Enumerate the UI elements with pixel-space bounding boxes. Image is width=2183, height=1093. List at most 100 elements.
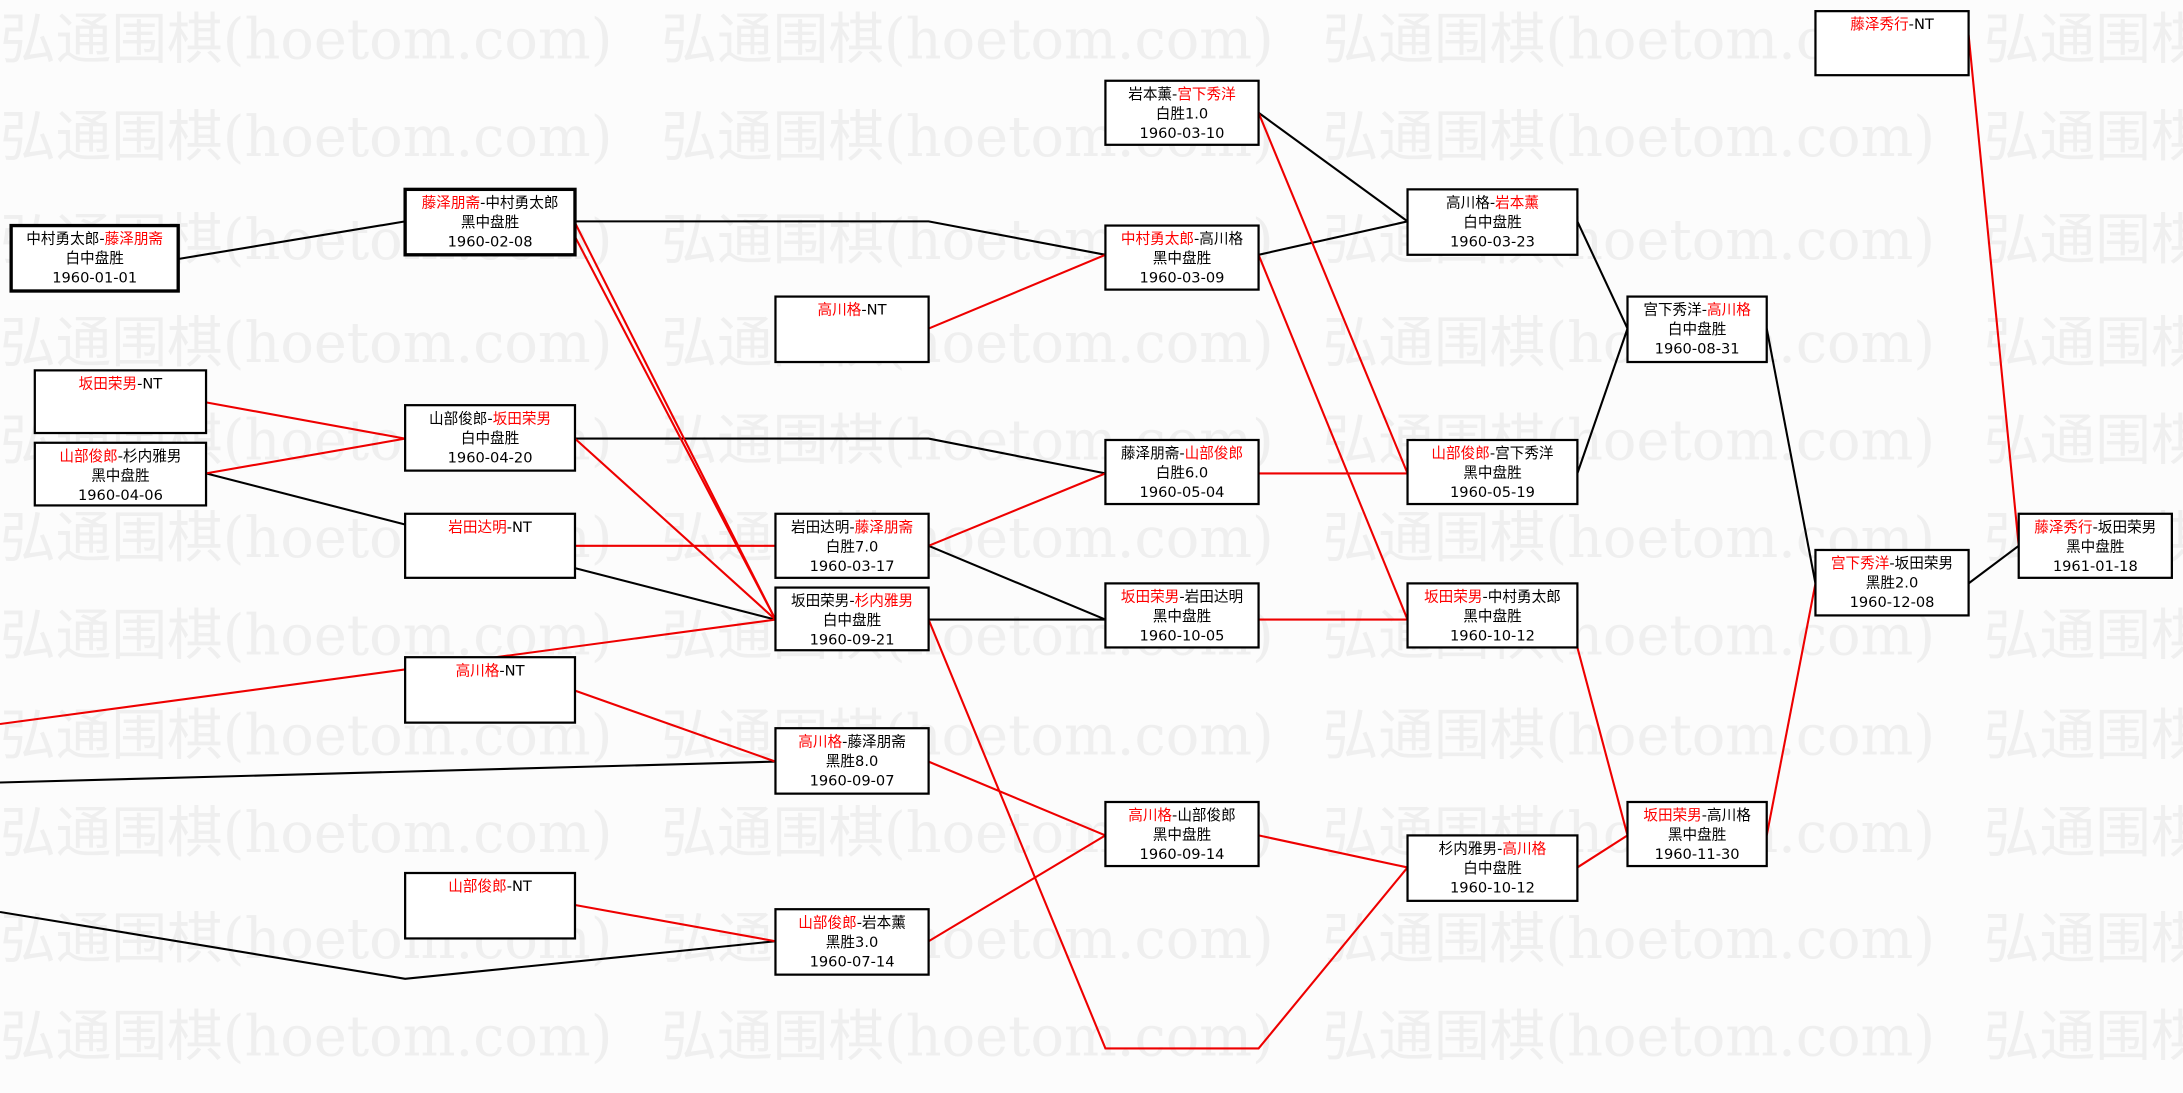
game-box-frame — [1406, 438, 1579, 506]
winner-path-line — [1765, 583, 1817, 836]
connector-line — [1967, 544, 2020, 585]
players-label: 坂田荣男-NT — [79, 375, 163, 392]
separator: - — [1179, 445, 1184, 462]
player-black: 高川格 — [798, 733, 842, 750]
game-box-frame — [774, 512, 930, 579]
player-black: 山部俊郎 — [429, 410, 487, 427]
separator: - — [849, 593, 854, 610]
player-white: 杉内雅男 — [855, 593, 913, 610]
players-label: 山部俊郎-岩本薰 — [798, 914, 906, 931]
game-box-frame — [404, 871, 577, 940]
date-label: 1960-03-23 — [1450, 233, 1535, 250]
player-black: 中村勇太郎 — [26, 231, 99, 248]
date-label: 1960-09-21 — [810, 632, 895, 649]
players-label: 藤泽朋斋-中村勇太郎 — [422, 194, 559, 211]
game-box[interactable]: 岩田达明-NT — [404, 512, 577, 579]
watermark-text: 弘通围棋(hoetom.com) — [661, 7, 1273, 72]
player-white: 高川格 — [1502, 841, 1546, 858]
players-label: 岩田达明-藤泽朋斋 — [791, 519, 914, 536]
connector-line — [178, 220, 406, 261]
players-label: 山部俊郎-NT — [448, 878, 532, 895]
watermark-text: 弘通围棋(hoetom.com) — [1323, 907, 1935, 972]
player-black: 藤泽朋斋 — [422, 194, 481, 211]
game-box-frame — [404, 404, 577, 472]
player-white: 坂田荣男 — [1895, 555, 1953, 572]
watermark-text: 弘通围棋(hoetom.com) — [661, 907, 1273, 972]
separator: - — [1483, 588, 1488, 605]
connector-line — [928, 544, 1106, 621]
game-box[interactable]: 高川格-NT — [404, 656, 577, 724]
result-label: 黑中盘胜 — [91, 466, 150, 484]
winner-path-line — [574, 689, 776, 763]
game-box[interactable]: 高川格-NT — [774, 295, 930, 364]
result-label: 黑胜8.0 — [826, 753, 878, 770]
players-label: 坂田荣男-高川格 — [1643, 807, 1751, 824]
game-box-frame — [1626, 800, 1768, 868]
winner-path-line — [1576, 647, 1629, 836]
result-label: 黑胜3.0 — [826, 934, 878, 951]
date-label: 1960-10-12 — [1450, 880, 1535, 897]
game-box[interactable]: 山部俊郎-NT — [404, 871, 577, 940]
game-box[interactable]: 坂田荣男-NT — [33, 369, 208, 435]
winner-path-line — [928, 472, 1106, 547]
result-label: 白胜6.0 — [1156, 465, 1208, 482]
player-black: 岩田达明 — [791, 519, 849, 536]
watermark-text: 弘通围棋(hoetom.com) — [1984, 704, 2183, 769]
game-box-frame — [403, 187, 577, 257]
connector-line — [1576, 220, 1629, 330]
players-label: 岩本薰-宫下秀洋 — [1128, 86, 1236, 103]
separator: - — [842, 733, 847, 750]
result-label: 黑中盘胜 — [1153, 249, 1212, 267]
separator: - — [1172, 807, 1177, 824]
winner-path-line — [928, 253, 1106, 330]
watermark-text: 弘通围棋(hoetom.com) — [1323, 105, 1935, 170]
player-black: 高川格 — [1128, 807, 1172, 824]
date-label: 1960-09-14 — [1140, 846, 1225, 863]
separator: - — [1702, 302, 1707, 319]
result-label: 白中盘胜 — [823, 611, 882, 629]
watermark-text: 弘通围棋(hoetom.com) — [1323, 704, 1935, 769]
players-label: 中村勇太郎-藤泽朋斋 — [26, 231, 163, 248]
separator: - — [499, 662, 504, 679]
player-white: 坂田荣男 — [2098, 519, 2156, 536]
result-label: 黑中盘胜 — [1153, 826, 1212, 844]
game-box-frame — [1104, 582, 1260, 649]
date-label: 1960-03-10 — [1140, 125, 1225, 142]
date-label: 1960-03-09 — [1140, 270, 1225, 287]
watermark-text: 弘通围棋(hoetom.com) — [1984, 208, 2183, 273]
player-black: 坂田荣男 — [79, 375, 137, 392]
game-box[interactable]: 藤泽秀行-NT — [1814, 10, 1970, 77]
connector-line — [1257, 111, 1409, 223]
date-label: 1960-04-20 — [448, 449, 533, 466]
player-black: 高川格 — [818, 302, 862, 319]
game-box-frame — [9, 223, 180, 293]
player-white: NT — [867, 302, 887, 319]
watermark-text: 弘通围棋(hoetom.com) — [1984, 907, 2183, 972]
player-white: 山部俊郎 — [1177, 807, 1235, 824]
watermark-text: 弘通围棋(hoetom.com) — [1984, 1004, 2183, 1069]
game-box-frame — [1104, 800, 1260, 868]
watermark-text: 弘通围棋(hoetom.com) — [661, 506, 1273, 571]
